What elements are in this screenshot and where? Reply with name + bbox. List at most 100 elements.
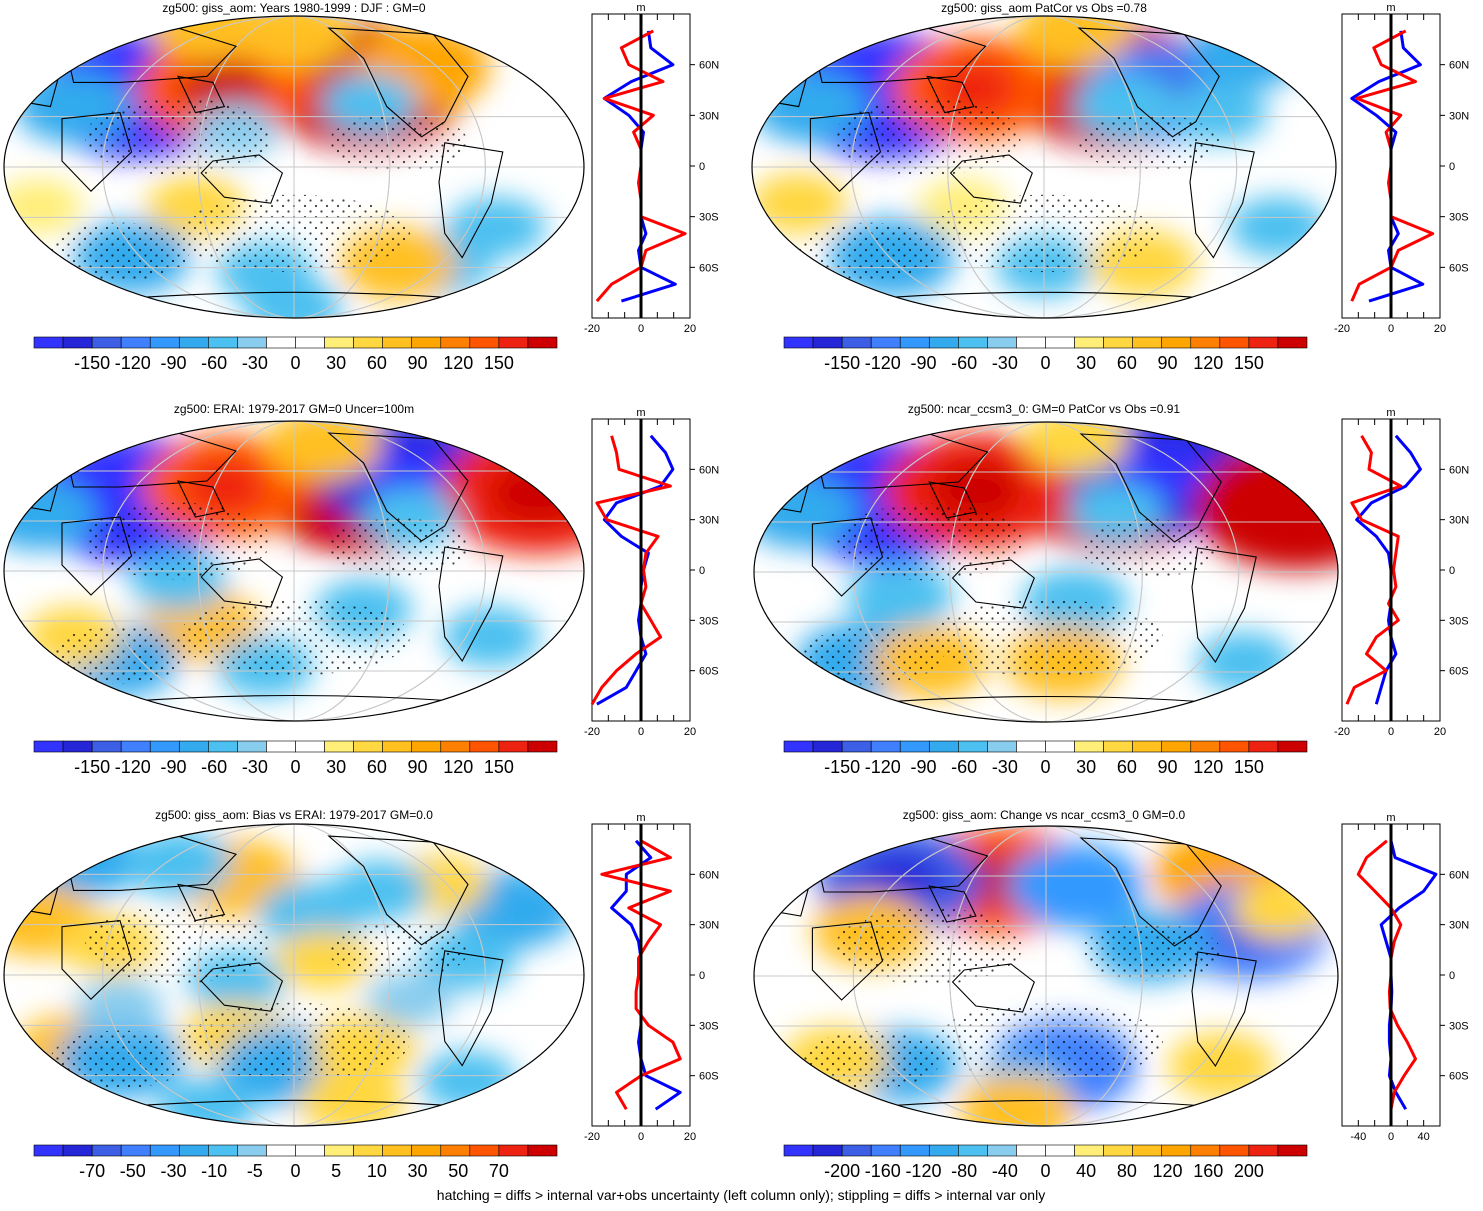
zonal-lat-label: 30N — [1449, 920, 1469, 932]
panel-2-colorbar: -150 -120 -90 -60 -30 0 30 60 90 120 150 — [783, 336, 1308, 373]
colorbar-box — [469, 336, 500, 349]
coastline — [1191, 951, 1257, 1068]
zonal-lat-label: 30N — [699, 515, 719, 527]
zonal-lat-label: 60S — [699, 666, 719, 678]
colorbar-tick-label: -90 — [910, 353, 936, 373]
colorbar-box — [237, 336, 267, 349]
panel-3-title: zg500: ERAI: 1979-2017 GM=0 Uncer=100m — [174, 402, 414, 416]
colorbar-box — [1132, 1144, 1163, 1157]
colorbar-tick-label: 0 — [290, 353, 300, 373]
zonal-x-tick-label: -20 — [584, 323, 600, 335]
coastline — [200, 962, 284, 1012]
coastline — [928, 885, 977, 923]
zonal-x-tick-label: 20 — [1434, 323, 1446, 335]
zonal-unit-label: m — [1386, 2, 1395, 14]
colorbar-tick-label: -160 — [865, 1161, 901, 1181]
colorbar-tick-label: 70 — [489, 1161, 509, 1181]
panel-1-map — [3, 15, 585, 319]
panel-2-map — [751, 15, 1337, 319]
panel-1-title: zg500: giss_aom: Years 1980-1999 : DJF :… — [162, 1, 425, 15]
anomaly-blob — [448, 197, 546, 258]
zonal-lat-label: 30N — [699, 110, 719, 122]
colorbar-box — [1045, 336, 1075, 349]
stipple-region — [328, 518, 468, 576]
colorbar-box — [1132, 336, 1163, 349]
panel-2-zonal-profile: m 60N 30N 0 30S 60S -20 0 20 — [1334, 2, 1469, 335]
coastline — [926, 75, 975, 114]
colorbar-tick-label: -200 — [824, 1161, 860, 1181]
coastline — [1231, 837, 1269, 863]
colorbar-tick-label: 5 — [331, 1161, 341, 1181]
colorbar-tick-label: 120 — [443, 353, 473, 373]
colorbar-tick-label: -120 — [865, 353, 901, 373]
colorbar-tick-label: 30 — [408, 1161, 428, 1181]
colorbar-box — [1074, 1144, 1104, 1157]
colorbar-tick-label: -90 — [160, 353, 186, 373]
colorbar-box — [1190, 336, 1221, 349]
zonal-lat-label: 0 — [1449, 970, 1455, 982]
zonal-x-tick-label: 0 — [638, 1131, 644, 1143]
colorbar-box — [382, 336, 413, 349]
graticule — [4, 16, 584, 318]
coastline — [200, 154, 284, 204]
colorbar-box — [1219, 336, 1250, 349]
colorbar-box — [987, 1144, 1017, 1157]
coastline — [200, 558, 284, 608]
colorbar-box — [382, 740, 413, 753]
zonal-lat-label: 60S — [1449, 1071, 1469, 1083]
colorbar-box — [987, 336, 1017, 349]
meridian-line — [102, 16, 486, 318]
colorbar-box — [527, 336, 558, 349]
meridian-line — [197, 824, 391, 1126]
colorbar-box — [1132, 740, 1163, 753]
colorbar-tick-label: 120 — [1153, 1161, 1183, 1181]
anomaly-core — [858, 854, 942, 906]
colorbar-box — [812, 740, 843, 753]
colorbar-box — [353, 1144, 383, 1157]
colorbar-box — [237, 740, 267, 753]
colorbar-box — [440, 740, 471, 753]
panel-1-zonal-profile: m 60N 30N 0 30S 60S -20 0 20 — [584, 2, 719, 335]
colorbar-box — [1277, 1144, 1308, 1157]
graticule — [4, 824, 584, 1126]
stippling — [798, 98, 1220, 281]
zonal-lat-label: 0 — [1449, 565, 1455, 577]
meridian-line — [850, 16, 1238, 318]
panel-3-zonal-profile: m 60N 30N 0 30S 60S -20 0 20 — [584, 407, 719, 738]
anomaly-blob — [752, 172, 848, 234]
colorbar-tick-label: 150 — [1234, 757, 1264, 777]
colorbar-box — [440, 1144, 471, 1157]
stipple-region — [50, 222, 190, 281]
colorbar-box — [440, 336, 471, 349]
zonal-lat-label: 30N — [1449, 515, 1469, 527]
zonal-unit-label: m — [1386, 812, 1395, 824]
zonal-x-tick-label: 20 — [1434, 726, 1446, 738]
map-border — [751, 15, 1337, 319]
colorbar-box — [178, 740, 209, 753]
coastline — [951, 963, 1035, 1013]
stipple-region — [1079, 113, 1220, 172]
map-border — [753, 825, 1339, 1127]
zonal-lat-label: 30N — [1449, 110, 1469, 122]
colorbar-box — [411, 336, 442, 349]
colorbar-box — [987, 740, 1017, 753]
meridian-line — [197, 421, 391, 721]
colorbar-tick-label: 120 — [443, 757, 473, 777]
coastline — [177, 75, 226, 114]
colorbar-tick-label: 60 — [367, 353, 387, 373]
stipple-region — [85, 502, 271, 580]
colorbar-tick-label: -10 — [201, 1161, 227, 1181]
colorbar-tick-label: -150 — [824, 757, 860, 777]
colorbar-box — [91, 336, 122, 349]
zonal-lat-label: 0 — [699, 565, 705, 577]
coastline — [478, 27, 516, 54]
meridian-line — [949, 826, 1143, 1126]
footer-note: hatching = diffs > internal var+obs unce… — [437, 1187, 1045, 1203]
colorbar-tick-label: -120 — [115, 757, 151, 777]
colorbar-tick-label: 0 — [1040, 757, 1050, 777]
panel-6: zg500: giss_aom: Change vs ncar_ccsm3_0 … — [753, 808, 1469, 1181]
zonal-unit-label: m — [636, 407, 645, 419]
colorbar-box — [1248, 1144, 1279, 1157]
colorbar-tick-label: -120 — [115, 353, 151, 373]
anomaly-blob — [264, 421, 382, 482]
